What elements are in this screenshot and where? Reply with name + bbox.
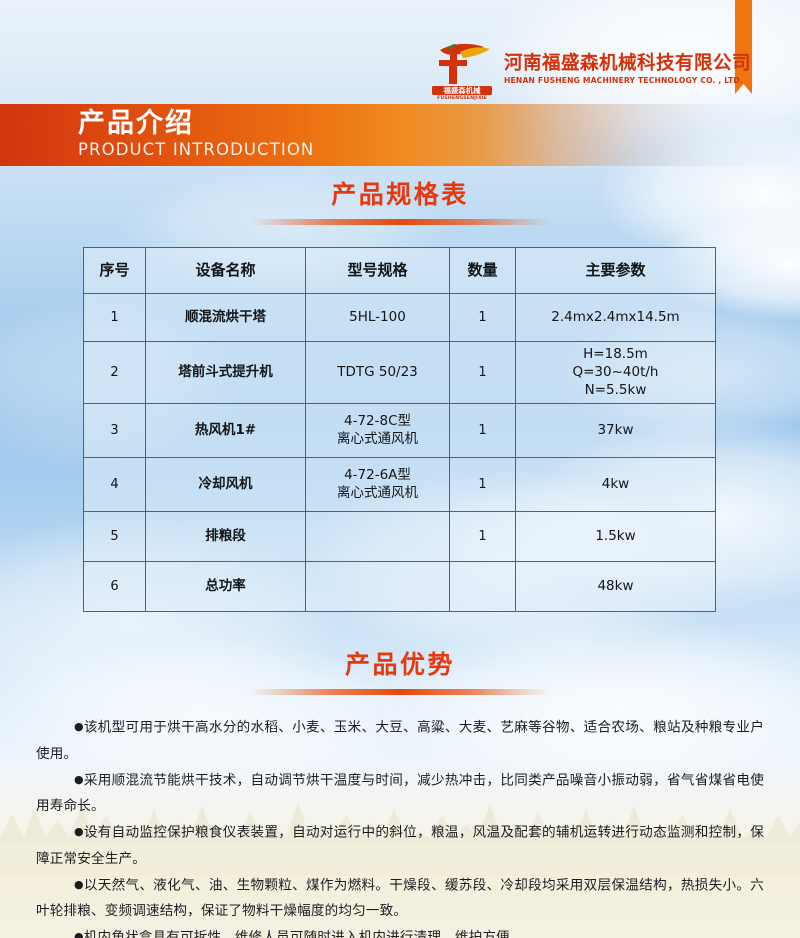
cell-model: TDTG 50/23 <box>305 340 450 405</box>
table-row: 1 顺混流烘干塔 5HL-100 1 2.4mx2.4mx14.5m <box>83 293 716 342</box>
table-row: 3 热风机1# 4-72-8C型 离心式通风机 1 37kw <box>83 403 716 459</box>
page-title-en: PRODUCT INTRODUCTION <box>78 140 315 160</box>
cell-model: 4-72-6A型 离心式通风机 <box>305 457 450 513</box>
cell-no: 3 <box>83 403 146 459</box>
section-heading-spec-label: 产品规格表 <box>331 180 469 209</box>
list-item-text: 以天然气、液化气、油、生物颗粒、煤作为燃料。干燥段、缓苏段、冷却段均采用双层保温… <box>36 877 764 919</box>
section-heading-spec: 产品规格表 <box>0 180 800 225</box>
cell-no: 4 <box>83 457 146 513</box>
list-item: ●采用顺混流节能烘干技术，自动调节烘干温度与时间，减少热冲击，比同类产品噪音小振… <box>36 767 764 820</box>
table-header-cell: 型号规格 <box>305 247 450 294</box>
cell-param: 1.5kw <box>515 511 716 563</box>
cell-qty: 1 <box>449 511 516 563</box>
table-row: 5 排粮段 1 1.5kw <box>83 511 716 563</box>
section-heading-advantage: 产品优势 <box>0 650 800 695</box>
spec-table-container: 序号 设备名称 型号规格 数量 主要参数 1 顺混流烘干塔 5HL-100 1 … <box>83 247 716 613</box>
page-title-cn: 产品介绍 <box>78 108 194 139</box>
bullet-icon: ● <box>74 720 84 733</box>
table-header-cell: 序号 <box>83 247 146 294</box>
svg-text:FUSHENGSENJIXIE: FUSHENGSENJIXIE <box>437 95 487 100</box>
cell-no: 5 <box>83 511 146 563</box>
cell-qty: 1 <box>449 403 516 459</box>
cell-param: 37kw <box>515 403 716 459</box>
cell-param: 48kw <box>515 561 716 613</box>
cell-model <box>305 561 450 613</box>
cell-name: 总功率 <box>145 561 306 613</box>
list-item-text: 机内角状盒具有可拆性，维修人员可随时进入机内进行清理、维护方便。 <box>83 929 524 938</box>
cell-param: H=18.5m Q=30~40t/h N=5.5kw <box>515 340 716 405</box>
section-heading-advantage-label: 产品优势 <box>344 650 455 679</box>
table-header-row: 序号 设备名称 型号规格 数量 主要参数 <box>83 247 716 294</box>
cell-model <box>305 511 450 563</box>
cell-no: 1 <box>83 293 146 342</box>
table-header-cell: 主要参数 <box>515 247 716 294</box>
advantages-list: ●该机型可用于烘干高水分的水稻、小麦、玉米、大豆、高粱、大麦、艺麻等谷物、适合农… <box>36 714 764 938</box>
section-heading-underline <box>250 219 550 225</box>
company-name-en: HENAN FUSHENG MACHINERY TECHNOLOGY CO. ,… <box>504 76 743 86</box>
bullet-icon: ● <box>74 930 84 938</box>
fushengsen-phoenix-logo-icon: 福盛森机械 FUSHENGSENJIXIE <box>430 38 494 100</box>
cell-param: 2.4mx2.4mx14.5m <box>515 293 716 342</box>
bullet-icon: ● <box>74 772 84 786</box>
page-title-banner: 产品介绍 PRODUCT INTRODUCTION <box>0 104 800 166</box>
table-header-cell: 设备名称 <box>145 247 306 294</box>
cell-model: 4-72-8C型 离心式通风机 <box>305 403 450 459</box>
cell-no: 6 <box>83 561 146 613</box>
section-heading-underline <box>250 689 550 695</box>
table-row: 6 总功率 48kw <box>83 561 716 613</box>
table-header-cell: 数量 <box>449 247 516 294</box>
cell-qty: 1 <box>449 340 516 405</box>
cell-name: 排粮段 <box>145 511 306 563</box>
product-specification-table: 序号 设备名称 型号规格 数量 主要参数 1 顺混流烘干塔 5HL-100 1 … <box>83 247 716 613</box>
cell-name: 塔前斗式提升机 <box>145 340 306 405</box>
cell-param: 4kw <box>515 457 716 513</box>
cell-no: 2 <box>83 340 146 405</box>
cell-qty <box>449 561 516 613</box>
cell-name: 热风机1# <box>145 403 306 459</box>
bullet-icon: ● <box>74 825 84 838</box>
svg-text:福盛森机械: 福盛森机械 <box>443 86 482 95</box>
table-row: 2 塔前斗式提升机 TDTG 50/23 1 H=18.5m Q=30~40t/h… <box>83 340 716 405</box>
list-item-text: 该机型可用于烘干高水分的水稻、小麦、玉米、大豆、高粱、大麦、艺麻等谷物、适合农场… <box>36 719 764 762</box>
list-item: ●机内角状盒具有可拆性，维修人员可随时进入机内进行清理、维护方便。 <box>36 924 764 938</box>
cell-qty: 1 <box>449 293 516 342</box>
list-item: ●设有自动监控保护粮食仪表装置，自动对运行中的斜位，粮温，风温及配套的辅机运转进… <box>36 819 764 872</box>
cell-qty: 1 <box>449 457 516 513</box>
cell-name: 冷却风机 <box>145 457 306 513</box>
bullet-icon: ● <box>74 877 84 891</box>
list-item-text: 采用顺混流节能烘干技术，自动调节烘干温度与时间，减少热冲击，比同类产品噪音小振动… <box>36 772 764 814</box>
list-item: ●该机型可用于烘干高水分的水稻、小麦、玉米、大豆、高粱、大麦、艺麻等谷物、适合农… <box>36 714 764 767</box>
cell-model: 5HL-100 <box>305 293 450 342</box>
company-logo-row: 福盛森机械 FUSHENGSENJIXIE 河南福盛森机械科技有限公司 HENA… <box>430 36 752 102</box>
list-item: ●以天然气、液化气、油、生物颗粒、煤作为燃料。干燥段、缓苏段、冷却段均采用双层保… <box>36 872 764 925</box>
company-name-cn: 河南福盛森机械科技有限公司 <box>504 52 752 74</box>
ribbon-bookmark-decoration <box>735 0 752 94</box>
table-row: 4 冷却风机 4-72-6A型 离心式通风机 1 4kw <box>83 457 716 513</box>
cell-name: 顺混流烘干塔 <box>145 293 306 342</box>
list-item-text: 设有自动监控保护粮食仪表装置，自动对运行中的斜位，粮温，风温及配套的辅机运转进行… <box>36 824 764 867</box>
